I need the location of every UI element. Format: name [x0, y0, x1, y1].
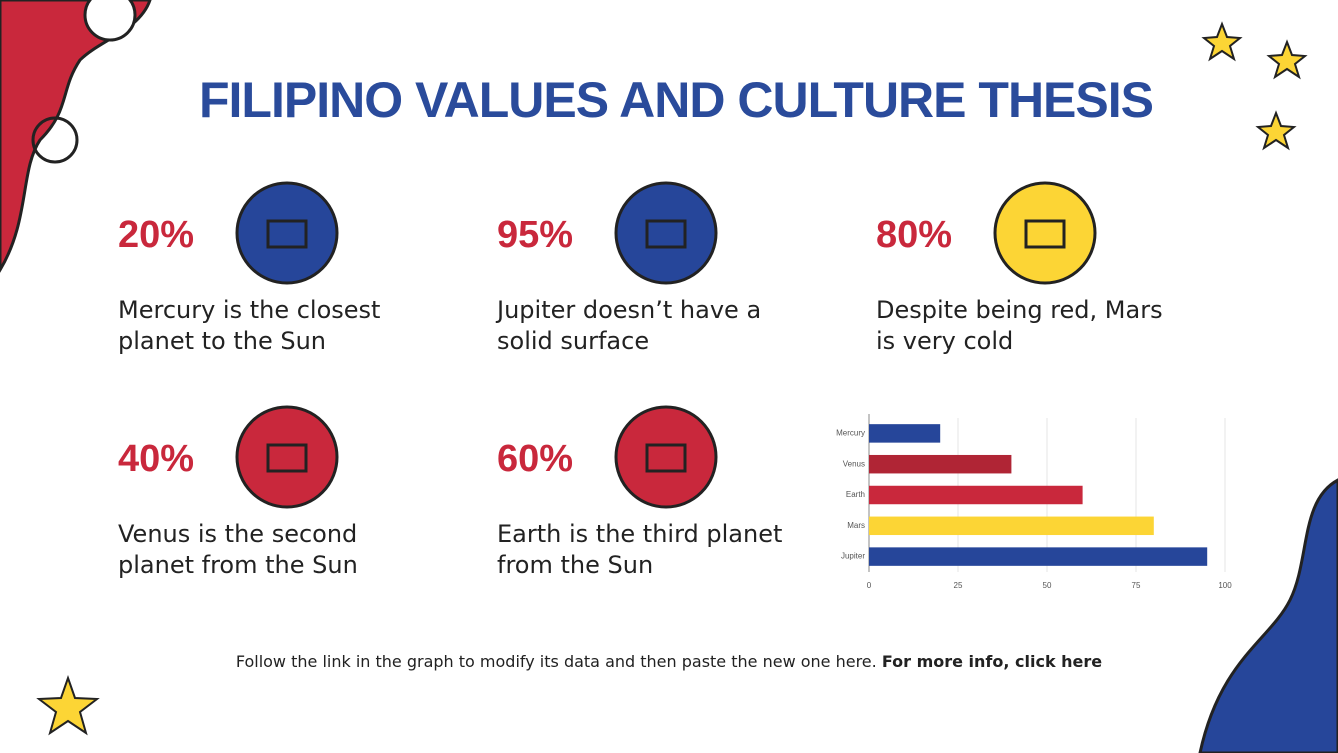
bar: [869, 424, 941, 443]
stat-text: Jupiter doesn’t have a solid surface: [497, 296, 762, 355]
stat-value: 40%: [118, 438, 194, 480]
star: [1266, 39, 1308, 80]
info-link[interactable]: For more info, click here: [881, 652, 1103, 671]
red-loop: [31, 116, 79, 164]
star: [1255, 110, 1297, 151]
blue-blob: [1198, 478, 1338, 753]
star: [1201, 21, 1243, 62]
stat-value: 60%: [497, 438, 573, 480]
bar: [869, 454, 1012, 474]
red-loop: [83, 0, 137, 42]
x-tick-label: 75: [1132, 581, 1141, 590]
icon: [614, 405, 718, 509]
stat-value: 80%: [876, 214, 952, 256]
x-tick-label: 25: [954, 581, 963, 590]
icon: [614, 181, 718, 285]
footer-text: Follow the link in the graph to modify i…: [235, 652, 877, 671]
category-label: Earth: [846, 490, 865, 499]
icon-glyph: [1024, 219, 1066, 249]
category-label: Mars: [847, 521, 865, 530]
bar: [869, 485, 1083, 505]
footer: Follow the link in the graph to modify i…: [0, 652, 1338, 671]
bar: [869, 516, 1154, 536]
icon-glyph: [266, 219, 308, 249]
category-label: Jupiter: [841, 552, 865, 561]
stat-text: Venus is the second planet from the Sun: [118, 520, 358, 579]
icon-glyph: [645, 443, 687, 473]
stat-text: Earth is the third planet from the Sun: [497, 520, 783, 579]
stars: [36, 21, 1308, 736]
bar-chart: 0 25 50 75 100 Mercury Venus Earth Mars Jupiter: [836, 414, 1232, 590]
x-tick-label: 0: [867, 581, 872, 590]
stat-value: 95%: [497, 214, 573, 256]
stat-text: Mercury is the closest planet to the Sun: [118, 296, 381, 355]
icon: [993, 181, 1097, 285]
icon-glyph: [645, 219, 687, 249]
icon-glyph: [266, 443, 308, 473]
category-label: Mercury: [836, 429, 865, 438]
stats: 20% 95% 80% 40% 60%: [118, 181, 1097, 509]
x-tick-label: 50: [1043, 581, 1052, 590]
title: FILIPINO VALUES AND CULTURE THESIS: [199, 72, 1153, 128]
icon: [235, 405, 339, 509]
bar: [869, 547, 1208, 566]
stat-value: 20%: [118, 214, 194, 256]
star: [36, 674, 100, 736]
icon: [235, 181, 339, 285]
stat-text: Despite being red, Mars is very cold: [876, 296, 1163, 355]
category-label: Venus: [843, 459, 865, 468]
x-tick-label: 100: [1218, 581, 1232, 590]
